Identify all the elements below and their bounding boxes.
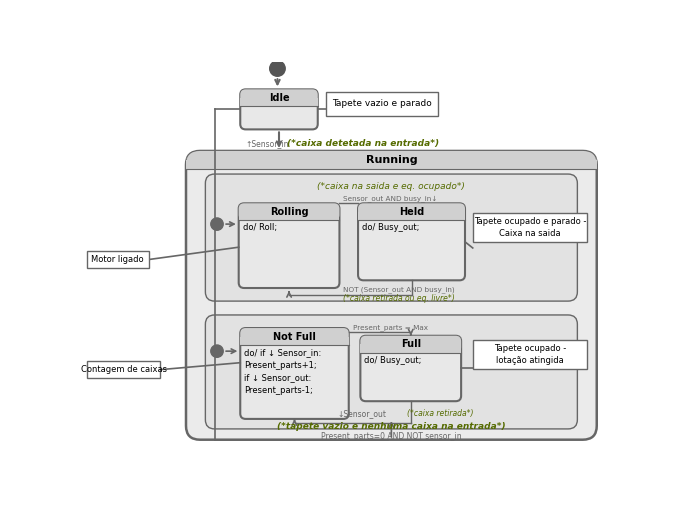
FancyBboxPatch shape xyxy=(358,203,465,280)
Text: do/ if ↓ Sensor_in:
Present_parts+1;
if ↓ Sensor_out:
Present_parts-1;: do/ if ↓ Sensor_in: Present_parts+1; if … xyxy=(244,348,321,395)
Bar xyxy=(186,160,597,170)
Text: (*caixa retirada ou eq. livre*): (*caixa retirada ou eq. livre*) xyxy=(343,294,455,303)
Text: ↑Sensor_in: ↑Sensor_in xyxy=(246,139,289,148)
FancyBboxPatch shape xyxy=(240,328,349,419)
Text: Present_parts=0 AND NOT sensor_in: Present_parts=0 AND NOT sensor_in xyxy=(321,432,462,441)
FancyBboxPatch shape xyxy=(240,328,349,345)
Text: Tapete ocupado e parado -
Caixa na saida: Tapete ocupado e parado - Caixa na saida xyxy=(474,217,587,238)
Bar xyxy=(87,361,160,378)
Text: (*caixa retirada*): (*caixa retirada*) xyxy=(407,409,473,418)
FancyBboxPatch shape xyxy=(205,174,578,301)
FancyBboxPatch shape xyxy=(240,89,318,106)
Text: do/ Roll;: do/ Roll; xyxy=(243,223,277,232)
Text: Full: Full xyxy=(401,339,421,349)
FancyBboxPatch shape xyxy=(239,203,340,220)
FancyBboxPatch shape xyxy=(186,151,597,440)
Text: do/ Busy_out;: do/ Busy_out; xyxy=(362,223,419,232)
Circle shape xyxy=(269,61,285,76)
Bar xyxy=(360,344,461,353)
FancyBboxPatch shape xyxy=(186,151,597,170)
Bar xyxy=(240,98,318,106)
Bar xyxy=(325,92,438,116)
Bar xyxy=(358,212,465,220)
Text: Not Full: Not Full xyxy=(273,332,316,342)
FancyBboxPatch shape xyxy=(358,203,465,220)
Text: Tapete ocupado -
lotação atingida: Tapete ocupado - lotação atingida xyxy=(494,344,566,365)
Text: (*caixa na saida e eq. ocupado*): (*caixa na saida e eq. ocupado*) xyxy=(317,182,465,191)
FancyBboxPatch shape xyxy=(240,89,318,129)
Text: Idle: Idle xyxy=(269,93,289,103)
Text: NOT (Sensor_out AND busy_in): NOT (Sensor_out AND busy_in) xyxy=(343,287,455,293)
Circle shape xyxy=(211,345,223,357)
Text: Held: Held xyxy=(399,207,424,217)
Bar xyxy=(473,340,587,369)
Text: (*tapete vazio e nenhuma caixa na entrada*): (*tapete vazio e nenhuma caixa na entrad… xyxy=(277,422,505,431)
Bar xyxy=(239,212,340,220)
Text: Present_parts = Max: Present_parts = Max xyxy=(353,324,428,331)
Text: (*caixa detetada na entrada*): (*caixa detetada na entrada*) xyxy=(286,139,439,148)
Bar xyxy=(87,251,149,268)
Text: do/ Busy_out;: do/ Busy_out; xyxy=(364,356,421,365)
Text: Rolling: Rolling xyxy=(270,207,308,217)
FancyBboxPatch shape xyxy=(239,203,340,288)
Text: ↓Sensor_out: ↓Sensor_out xyxy=(337,409,386,418)
Text: Motor ligado: Motor ligado xyxy=(91,255,144,264)
FancyBboxPatch shape xyxy=(205,315,578,429)
Circle shape xyxy=(211,218,223,230)
FancyBboxPatch shape xyxy=(360,336,461,353)
Text: Tapete vazio e parado: Tapete vazio e parado xyxy=(332,99,432,109)
Text: Contagem de caixas: Contagem de caixas xyxy=(80,365,166,374)
Bar xyxy=(473,213,587,242)
FancyBboxPatch shape xyxy=(360,336,461,401)
Text: Sensor_out AND busy_in↓: Sensor_out AND busy_in↓ xyxy=(343,196,438,202)
Bar xyxy=(240,336,349,345)
Text: Running: Running xyxy=(366,155,417,165)
